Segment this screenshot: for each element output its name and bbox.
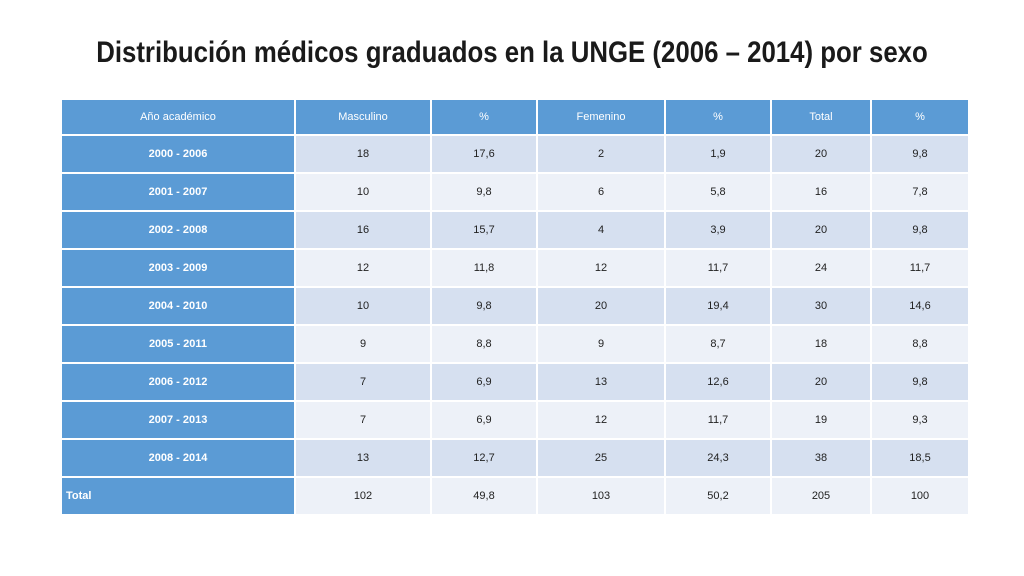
table-row: 2000 - 2006 18 17,6 2 1,9 20 9,8	[60, 134, 970, 174]
cell-female: 20	[536, 286, 666, 326]
cell-male-percent: 6,9	[430, 400, 538, 440]
cell-female: 12	[536, 248, 666, 288]
cell-total: 30	[770, 286, 872, 326]
cell-year: 2008 - 2014	[60, 438, 296, 478]
slide-title: Distribución médicos graduados en la UNG…	[96, 36, 928, 69]
table-row: 2002 - 2008 16 15,7 4 3,9 20 9,8	[60, 210, 970, 250]
cell-year: 2005 - 2011	[60, 324, 296, 364]
cell-total: 16	[770, 172, 872, 212]
cell-total: 19	[770, 400, 872, 440]
cell-total-percent: 9,8	[870, 134, 970, 174]
cell-total-percent: 11,7	[870, 248, 970, 288]
cell-female: 2	[536, 134, 666, 174]
cell-year: 2000 - 2006	[60, 134, 296, 174]
cell-male-percent: 12,7	[430, 438, 538, 478]
cell-year: 2004 - 2010	[60, 286, 296, 326]
table-total-row: Total 102 49,8 103 50,2 205 100	[60, 476, 970, 516]
cell-year: 2002 - 2008	[60, 210, 296, 250]
cell-year: 2006 - 2012	[60, 362, 296, 402]
total-cell-female-percent: 50,2	[664, 476, 772, 516]
cell-total-percent: 18,5	[870, 438, 970, 478]
cell-male: 13	[294, 438, 432, 478]
header-academic-year: Año académico	[60, 98, 296, 136]
cell-male: 16	[294, 210, 432, 250]
cell-female: 4	[536, 210, 666, 250]
cell-female-percent: 24,3	[664, 438, 772, 478]
total-cell-year: Total	[60, 476, 296, 516]
cell-male: 10	[294, 172, 432, 212]
table-header-row: Año académico Masculino % Femenino % Tot…	[60, 98, 970, 136]
cell-female-percent: 8,7	[664, 324, 772, 364]
table-row: 2003 - 2009 12 11,8 12 11,7 24 11,7	[60, 248, 970, 288]
cell-total: 20	[770, 134, 872, 174]
cell-total: 20	[770, 362, 872, 402]
cell-female: 9	[536, 324, 666, 364]
cell-female: 12	[536, 400, 666, 440]
cell-male-percent: 15,7	[430, 210, 538, 250]
cell-male: 12	[294, 248, 432, 288]
cell-male: 10	[294, 286, 432, 326]
cell-male-percent: 6,9	[430, 362, 538, 402]
cell-male: 7	[294, 362, 432, 402]
total-cell-total-percent: 100	[870, 476, 970, 516]
cell-male: 7	[294, 400, 432, 440]
total-cell-male: 102	[294, 476, 432, 516]
table-row: 2004 - 2010 10 9,8 20 19,4 30 14,6	[60, 286, 970, 326]
cell-male: 18	[294, 134, 432, 174]
cell-total-percent: 8,8	[870, 324, 970, 364]
total-cell-male-percent: 49,8	[430, 476, 538, 516]
cell-total-percent: 7,8	[870, 172, 970, 212]
cell-female-percent: 12,6	[664, 362, 772, 402]
cell-total-percent: 9,8	[870, 362, 970, 402]
cell-total: 20	[770, 210, 872, 250]
table-row: 2001 - 2007 10 9,8 6 5,8 16 7,8	[60, 172, 970, 212]
cell-female-percent: 3,9	[664, 210, 772, 250]
cell-total: 18	[770, 324, 872, 364]
cell-total: 24	[770, 248, 872, 288]
cell-year: 2001 - 2007	[60, 172, 296, 212]
header-male-percent: %	[430, 98, 538, 136]
total-cell-female: 103	[536, 476, 666, 516]
cell-male-percent: 17,6	[430, 134, 538, 174]
cell-male: 9	[294, 324, 432, 364]
cell-female-percent: 1,9	[664, 134, 772, 174]
header-female: Femenino	[536, 98, 666, 136]
cell-year: 2003 - 2009	[60, 248, 296, 288]
table-row: 2007 - 2013 7 6,9 12 11,7 19 9,3	[60, 400, 970, 440]
header-male: Masculino	[294, 98, 432, 136]
cell-total: 38	[770, 438, 872, 478]
graduates-table: Año académico Masculino % Femenino % Tot…	[60, 98, 970, 516]
cell-female-percent: 19,4	[664, 286, 772, 326]
table-row: 2006 - 2012 7 6,9 13 12,6 20 9,8	[60, 362, 970, 402]
cell-total-percent: 9,3	[870, 400, 970, 440]
cell-male-percent: 9,8	[430, 172, 538, 212]
cell-male-percent: 8,8	[430, 324, 538, 364]
cell-female-percent: 11,7	[664, 400, 772, 440]
cell-total-percent: 9,8	[870, 210, 970, 250]
cell-male-percent: 11,8	[430, 248, 538, 288]
header-total: Total	[770, 98, 872, 136]
header-total-percent: %	[870, 98, 970, 136]
cell-female: 13	[536, 362, 666, 402]
cell-female: 25	[536, 438, 666, 478]
table-row: 2008 - 2014 13 12,7 25 24,3 38 18,5	[60, 438, 970, 478]
cell-male-percent: 9,8	[430, 286, 538, 326]
header-female-percent: %	[664, 98, 772, 136]
table-row: 2005 - 2011 9 8,8 9 8,7 18 8,8	[60, 324, 970, 364]
cell-year: 2007 - 2013	[60, 400, 296, 440]
cell-female: 6	[536, 172, 666, 212]
cell-female-percent: 11,7	[664, 248, 772, 288]
cell-female-percent: 5,8	[664, 172, 772, 212]
total-cell-total: 205	[770, 476, 872, 516]
cell-total-percent: 14,6	[870, 286, 970, 326]
